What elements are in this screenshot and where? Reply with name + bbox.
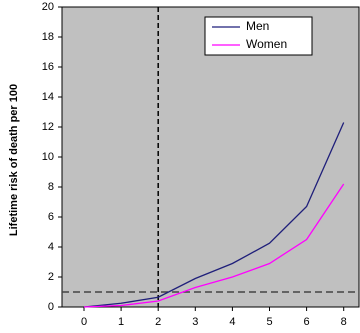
y-tick-label: 2 [48,271,54,283]
x-tick-label: 5 [266,316,272,328]
y-tick-label: 6 [48,211,54,223]
y-tick-label: 0 [48,301,54,313]
x-tick-label: 0 [81,316,87,328]
y-tick-label: 20 [42,1,54,13]
y-tick-label: 18 [42,31,54,43]
y-tick-label: 12 [42,121,54,133]
x-tick-label: 6 [304,316,310,328]
y-tick-label: 14 [42,91,54,103]
x-tick-label: 8 [341,316,347,328]
y-tick-label: 4 [48,241,54,253]
y-tick-label: 16 [42,61,54,73]
line-series [83,183,345,308]
legend-label: Men [246,19,269,33]
x-tick-label: 1 [118,316,124,328]
y-tick-label: 10 [42,151,54,163]
x-tick-label: 2 [155,316,161,328]
line-series [83,122,345,308]
legend-label: Women [246,37,287,51]
legend-box [204,16,313,56]
x-tick-label: 3 [192,316,198,328]
y-tick-label: 8 [48,181,54,193]
plot-area [61,6,360,308]
y-axis-label: Lifetime risk of death per 100 [8,84,20,236]
x-tick-label: 4 [229,316,235,328]
